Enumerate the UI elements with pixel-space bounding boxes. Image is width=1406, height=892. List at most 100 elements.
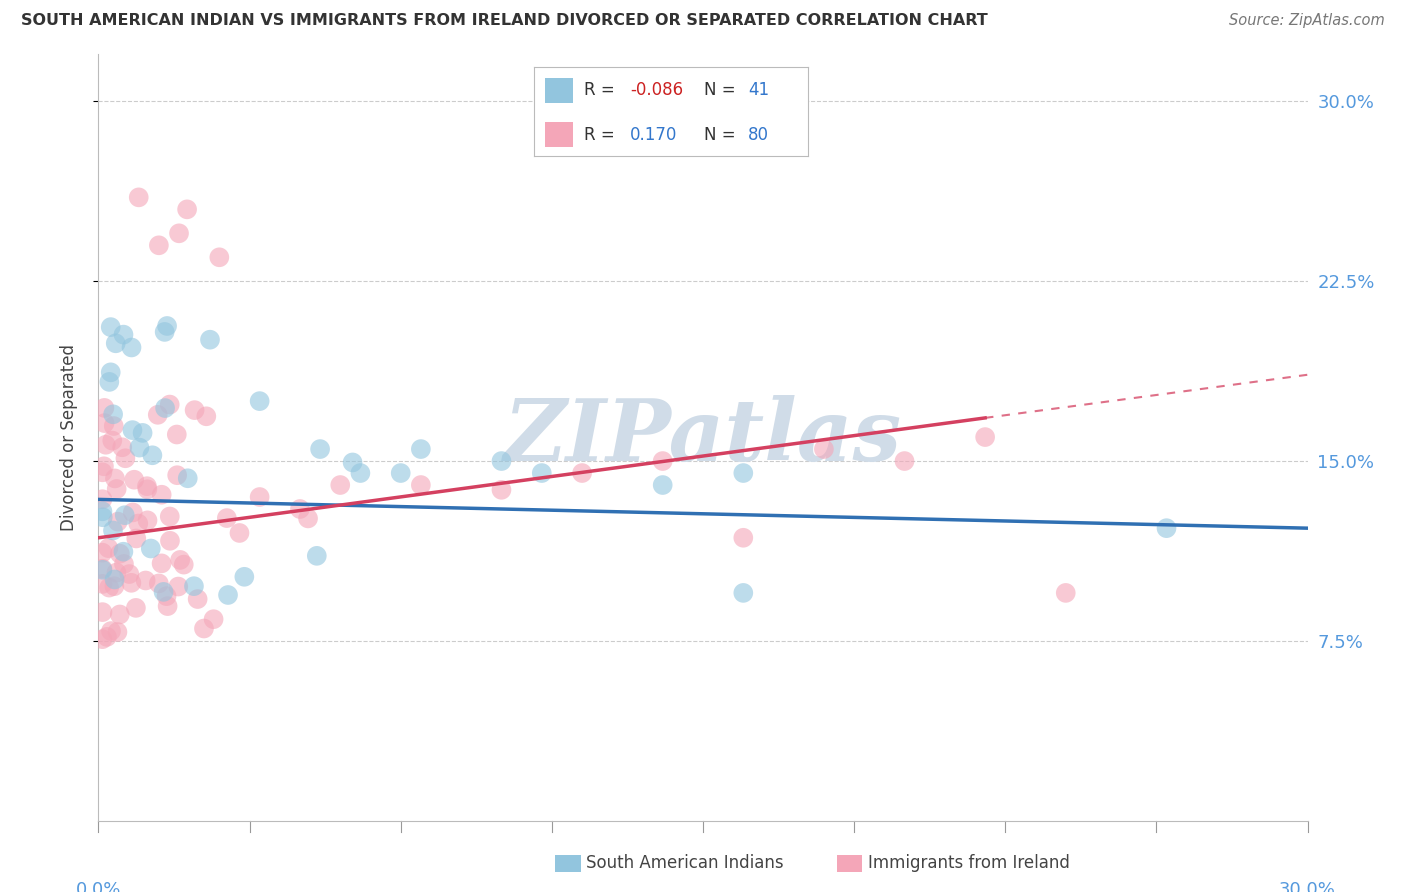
Text: N =: N = bbox=[704, 126, 735, 144]
Point bbox=[153, 401, 176, 415]
Point bbox=[104, 336, 127, 351]
Point bbox=[105, 482, 128, 496]
Point bbox=[103, 573, 125, 587]
Point bbox=[107, 515, 129, 529]
Point bbox=[93, 416, 115, 430]
Point bbox=[409, 478, 432, 492]
Point bbox=[105, 566, 128, 580]
Point bbox=[159, 398, 181, 412]
Point bbox=[108, 607, 131, 622]
Point bbox=[100, 320, 122, 334]
Point bbox=[104, 471, 127, 485]
Point bbox=[121, 341, 143, 355]
Point bbox=[136, 479, 159, 493]
Point bbox=[389, 466, 412, 480]
Point bbox=[112, 327, 135, 342]
Point bbox=[150, 557, 173, 571]
Point bbox=[228, 526, 250, 541]
Point bbox=[101, 524, 124, 538]
Point bbox=[166, 468, 188, 483]
Point bbox=[97, 541, 120, 556]
Point bbox=[733, 466, 755, 480]
Point bbox=[297, 511, 319, 525]
Point bbox=[1054, 586, 1077, 600]
Point bbox=[148, 576, 170, 591]
Point bbox=[148, 238, 170, 252]
Text: Immigrants from Ireland: Immigrants from Ireland bbox=[868, 855, 1070, 872]
Point bbox=[329, 478, 352, 492]
Point bbox=[122, 473, 145, 487]
Point bbox=[91, 577, 114, 591]
Point bbox=[309, 442, 332, 456]
Point bbox=[159, 509, 181, 524]
Point bbox=[288, 502, 311, 516]
Point bbox=[733, 586, 755, 600]
Point bbox=[91, 504, 114, 518]
Point bbox=[571, 466, 593, 480]
Point bbox=[893, 454, 915, 468]
Text: 80: 80 bbox=[748, 126, 769, 144]
Point bbox=[530, 466, 553, 480]
Point bbox=[156, 599, 179, 613]
Point bbox=[101, 407, 124, 421]
Point bbox=[91, 605, 114, 619]
Point bbox=[159, 533, 181, 548]
Text: 0.0%: 0.0% bbox=[76, 880, 121, 892]
Point bbox=[135, 574, 157, 588]
Point bbox=[103, 419, 125, 434]
Point bbox=[91, 466, 114, 480]
Point bbox=[146, 408, 169, 422]
Bar bbox=[546, 122, 572, 147]
Point bbox=[128, 441, 150, 455]
Point bbox=[101, 434, 124, 448]
Point bbox=[233, 570, 256, 584]
Point bbox=[125, 600, 148, 615]
Point bbox=[187, 592, 209, 607]
Text: SOUTH AMERICAN INDIAN VS IMMIGRANTS FROM IRELAND DIVORCED OR SEPARATED CORRELATI: SOUTH AMERICAN INDIAN VS IMMIGRANTS FROM… bbox=[21, 13, 988, 29]
Point bbox=[155, 589, 177, 603]
Text: 41: 41 bbox=[748, 81, 769, 99]
Text: Source: ZipAtlas.com: Source: ZipAtlas.com bbox=[1229, 13, 1385, 29]
Point bbox=[152, 585, 174, 599]
Point bbox=[183, 403, 205, 417]
Point bbox=[167, 227, 190, 241]
Point bbox=[198, 333, 221, 347]
Point bbox=[491, 454, 513, 468]
Point bbox=[153, 325, 176, 339]
Point bbox=[93, 459, 115, 474]
Point bbox=[94, 438, 117, 452]
Point bbox=[176, 202, 198, 217]
Point bbox=[136, 513, 159, 527]
Point bbox=[342, 455, 364, 469]
Point bbox=[121, 505, 143, 519]
Point bbox=[120, 575, 142, 590]
Point bbox=[93, 401, 115, 415]
Point bbox=[217, 588, 239, 602]
Point bbox=[111, 440, 134, 454]
Point bbox=[91, 492, 114, 507]
Text: R =: R = bbox=[583, 81, 614, 99]
Point bbox=[491, 483, 513, 497]
Point bbox=[100, 624, 122, 638]
Point bbox=[128, 190, 150, 204]
Text: -0.086: -0.086 bbox=[630, 81, 683, 99]
Point bbox=[141, 448, 163, 462]
Point bbox=[91, 562, 114, 576]
Point bbox=[169, 553, 191, 567]
Point bbox=[813, 442, 835, 456]
Point bbox=[409, 442, 432, 456]
Point bbox=[127, 516, 149, 531]
Point bbox=[733, 531, 755, 545]
Point bbox=[96, 630, 118, 644]
Point bbox=[136, 483, 159, 497]
Point bbox=[305, 549, 328, 563]
Point bbox=[108, 547, 131, 561]
Point bbox=[974, 430, 997, 444]
Point bbox=[131, 425, 153, 440]
Point bbox=[91, 563, 114, 577]
Text: South American Indians: South American Indians bbox=[586, 855, 785, 872]
Point bbox=[112, 545, 135, 559]
Point bbox=[1156, 521, 1178, 535]
Point bbox=[112, 557, 135, 571]
Point bbox=[100, 365, 122, 379]
